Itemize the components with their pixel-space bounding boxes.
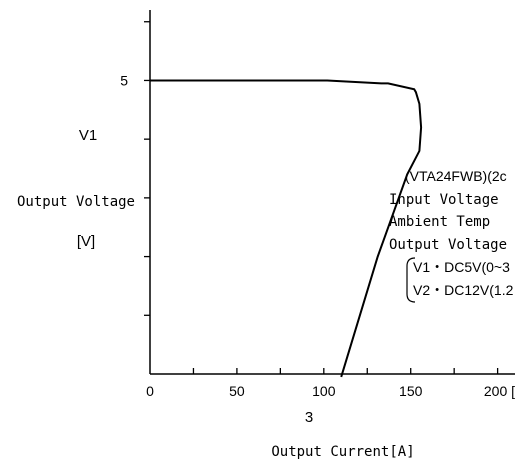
axis-ticks bbox=[144, 21, 499, 374]
annotation-model: (VTA24FWB)(2c bbox=[405, 168, 507, 184]
x-tick-label: 150 bbox=[399, 383, 423, 399]
x-axis-value-label: 3 bbox=[305, 409, 313, 426]
x-tick-label: 0 bbox=[146, 383, 154, 399]
x-tick-label: 50 bbox=[229, 383, 245, 399]
annotation-item-v1: V1・DC5V(0~3 bbox=[413, 259, 510, 275]
annotation-line-ambient-temp: Ambient Temp bbox=[389, 214, 490, 230]
annotation-brace bbox=[406, 257, 416, 303]
y-axis-title: Output Voltage bbox=[17, 194, 135, 210]
y-axis-series-label: V1 bbox=[79, 127, 97, 144]
y-axis-unit: [V] bbox=[77, 233, 95, 250]
x-tick-label: 200 [%] bbox=[484, 383, 515, 399]
annotation-line-output-voltage: Output Voltage bbox=[389, 237, 507, 253]
x-axis-title: Output Current[A] bbox=[271, 444, 414, 460]
tick-labels: 0 50 100 150 200 [%] 5 bbox=[120, 72, 515, 399]
annotation-item-v2: V2・DC12V(1.2 bbox=[413, 282, 514, 298]
annotation-block: (VTA24FWB)(2c Input Voltage Ambient Temp… bbox=[389, 168, 514, 303]
y-tick-label: 5 bbox=[120, 72, 128, 88]
annotation-line-input-voltage: Input Voltage bbox=[389, 192, 499, 208]
x-tick-label: 100 bbox=[312, 383, 336, 399]
series-line bbox=[150, 79, 423, 378]
